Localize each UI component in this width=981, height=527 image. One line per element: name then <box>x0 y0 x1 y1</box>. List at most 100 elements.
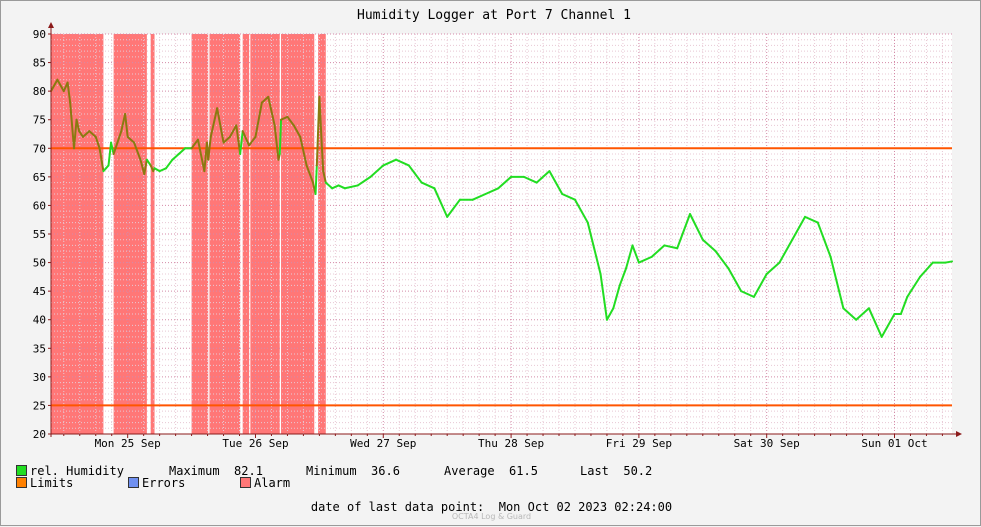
humidity-segment <box>791 215 807 241</box>
last-value: 50.2 <box>623 464 653 478</box>
humidity-segment <box>207 135 212 161</box>
y-tick-label: 55 <box>33 228 46 241</box>
humidity-segment <box>816 221 832 258</box>
humidity-segment <box>126 135 136 144</box>
humidity-segment <box>69 101 76 150</box>
humidity-segment <box>177 147 187 155</box>
alarm-swatch <box>240 477 251 488</box>
humidity-segment <box>318 95 323 150</box>
y-tick-label: 70 <box>33 142 46 155</box>
humidity-segment <box>484 187 500 195</box>
humidity-segment <box>124 113 129 138</box>
stat-minimum: Minimum 36.6 <box>306 464 400 478</box>
humidity-segment <box>299 135 308 167</box>
humidity-segment <box>324 181 334 190</box>
humidity-segment <box>322 170 327 184</box>
humidity-segment <box>618 267 628 287</box>
humidity-segment <box>190 138 199 150</box>
humidity-segment <box>267 95 276 127</box>
humidity-segment <box>209 107 219 138</box>
humidity-segment <box>535 170 551 184</box>
y-tick-label: 20 <box>33 428 46 441</box>
humidity-segment <box>81 130 91 138</box>
humidity-swatch <box>16 465 27 476</box>
x-tick-label: Thu 28 Sep <box>478 437 544 450</box>
x-tick-label: Fri 29 Sep <box>606 437 672 450</box>
humidity-segment <box>56 78 65 93</box>
humidity-segment <box>165 158 174 170</box>
humidity-segment <box>228 124 238 138</box>
humidity-segment <box>331 184 340 190</box>
humidity-segment <box>235 124 242 155</box>
alarm-band <box>209 34 241 434</box>
humidity-segment <box>829 255 845 310</box>
y-tick-label: 40 <box>33 314 46 327</box>
humidity-segment <box>196 138 206 173</box>
x-tick-label: Sat 30 Sep <box>734 437 800 450</box>
humidity-segment <box>248 135 257 147</box>
y-tick-label: 80 <box>33 85 46 98</box>
humidity-segment <box>320 147 325 173</box>
x-tick-label: Sun 01 Oct <box>861 437 927 450</box>
max-label: Maximum <box>169 464 220 478</box>
humidity-segment <box>573 198 589 224</box>
chart-title: Humidity Logger at Port 7 Channel 1 <box>357 8 631 23</box>
y-tick-label: 75 <box>33 114 46 127</box>
last-label: Last <box>580 464 609 478</box>
humidity-segment <box>73 118 78 150</box>
y-tick-label: 90 <box>33 28 46 41</box>
humidity-segment <box>107 141 113 167</box>
humidity-segment <box>548 170 564 195</box>
humidity-segment <box>765 261 781 275</box>
humidity-segment <box>171 153 180 161</box>
humidity-segment <box>143 158 148 175</box>
humidity-segment <box>278 118 283 155</box>
alarm-band <box>51 34 104 434</box>
y-tick-label: 30 <box>33 371 46 384</box>
errors-swatch <box>128 477 139 488</box>
humidity-segment <box>78 130 84 138</box>
legend-row-1: rel. Humidity <box>16 464 124 478</box>
humidity-segment <box>420 181 436 190</box>
humidity-segment <box>433 187 449 218</box>
legend-errors-label: Errors <box>142 476 186 490</box>
humidity-segment <box>116 130 123 144</box>
y-axis-arrow <box>48 22 54 28</box>
humidity-segment <box>650 244 666 258</box>
y-tick-label: 85 <box>33 57 46 70</box>
alarm-band <box>242 34 250 434</box>
limits-swatch <box>16 477 27 488</box>
humidity-segment <box>239 130 244 155</box>
humidity-segment <box>88 130 97 138</box>
max-value: 82.1 <box>234 464 263 478</box>
humidity-segment <box>714 250 730 270</box>
humidity-segment <box>919 261 934 278</box>
humidity-segment <box>471 193 487 201</box>
x-tick-label: Tue 26 Sep <box>222 437 288 450</box>
humidity-segment <box>273 124 280 161</box>
humidity-segment <box>133 141 142 161</box>
humidity-segment <box>561 193 576 201</box>
legend-limits: Limits <box>16 476 73 490</box>
y-tick-label: 35 <box>33 342 46 355</box>
y-tick-label: 60 <box>33 199 46 212</box>
humidity-segment <box>145 158 152 167</box>
humidity-segment <box>899 295 909 315</box>
humidity-segment <box>382 158 398 167</box>
humidity-segment <box>599 273 608 321</box>
humidity-segment <box>98 147 105 173</box>
humidity-segment <box>804 215 819 224</box>
humidity-segment <box>139 158 146 175</box>
humidity-segment <box>855 307 870 321</box>
last-data-point-text: date of last data point: Mon Oct 02 2023… <box>310 500 673 514</box>
humidity-segment <box>286 115 295 127</box>
humidity-segment <box>305 164 314 184</box>
alarm-band <box>250 34 280 434</box>
min-label: Minimum <box>306 464 357 478</box>
legend-errors: Errors <box>128 476 185 490</box>
legend-alarm: Alarm <box>240 476 290 490</box>
humidity-segment <box>522 175 538 184</box>
humidity-segment <box>50 78 59 93</box>
stat-last: Last 50.2 <box>580 464 652 478</box>
